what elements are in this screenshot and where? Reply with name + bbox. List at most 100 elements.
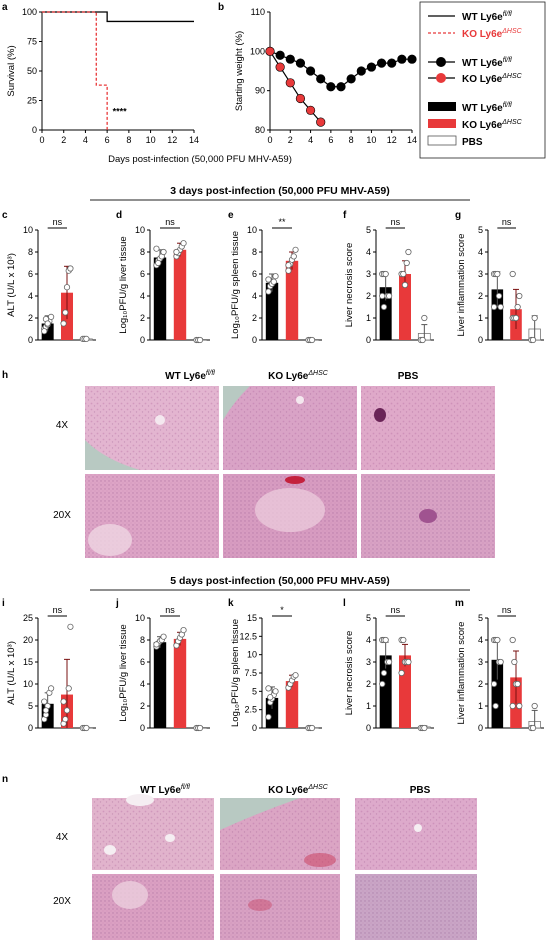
x-tick-label-b: 0	[267, 135, 272, 145]
significance-e: **	[278, 217, 286, 227]
y-tick-label-c: 8	[28, 247, 33, 257]
weight-point-wt	[285, 54, 295, 64]
data-point-wt	[379, 292, 386, 300]
data-point-ko	[180, 240, 187, 247]
weight-point-wt	[387, 58, 397, 68]
x-tick-label-b: 6	[328, 135, 333, 145]
chart-e: 0 2 4 6 8 10 Log₁₀PFU/g spleen tissue **	[230, 217, 322, 345]
data-point-wt	[42, 707, 50, 714]
y-axis-label-a: Survival (%)	[6, 45, 17, 96]
y-tick-label-e: 0	[252, 335, 257, 345]
data-point-wt	[265, 713, 272, 721]
y-axis-label-c: ALT (U/L x 10³)	[6, 253, 17, 317]
weight-point-wt	[275, 50, 285, 60]
significance-i: ns	[53, 605, 63, 615]
data-point-ko	[514, 303, 521, 311]
data-point-pbs	[421, 314, 428, 322]
weight-point-wt	[407, 54, 417, 64]
y-tick-label-d: 6	[140, 269, 145, 279]
y-tick-label-a: 50	[27, 66, 37, 76]
data-point-ko	[63, 284, 71, 291]
y-tick-label-e: 10	[247, 225, 257, 235]
x-tick-label-a: 2	[61, 135, 66, 145]
bar-wt	[379, 287, 392, 340]
data-point-wt	[494, 270, 501, 278]
data-point-pbs	[531, 314, 538, 322]
panel-letter-b: b	[218, 2, 224, 13]
data-point-ko	[405, 248, 412, 256]
panel-letter-d: d	[116, 210, 122, 221]
data-point-ko	[514, 680, 521, 688]
y-tick-label-j: 4	[140, 679, 145, 689]
y-tick-label-d: 10	[135, 225, 145, 235]
bar-ko	[399, 274, 411, 340]
y-tick-label-j: 6	[140, 657, 145, 667]
y-tick-label-d: 4	[140, 291, 145, 301]
weight-point-wt	[336, 82, 346, 92]
y-tick-label-m: 4	[478, 635, 483, 645]
y-tick-label-a: 100	[22, 7, 37, 17]
histology-h-col-wt: WT Ly6efl/fl	[165, 370, 215, 382]
histology-n-col-ko: KO Ly6eΔHSC	[268, 784, 329, 796]
bar-ko	[173, 249, 187, 340]
legend-bar-pbs: PBS	[462, 137, 483, 148]
y-tick-label-j: 10	[135, 613, 145, 623]
y-tick-label-m: 5	[478, 613, 483, 623]
y-tick-label-e: 8	[252, 247, 257, 257]
y-tick-label-e: 2	[252, 313, 257, 323]
panel-letter-e: e	[228, 210, 234, 221]
y-tick-label-d: 8	[140, 247, 145, 257]
survival-line-ko	[42, 11, 108, 130]
bar-wt	[265, 697, 279, 728]
bar-wt	[41, 323, 54, 340]
data-point-ko	[405, 658, 412, 666]
legend-line-ko: KO Ly6eΔHSC	[462, 28, 523, 40]
data-point-pbs	[308, 336, 316, 344]
y-tick-label-g: 2	[478, 291, 483, 301]
data-point-wt	[380, 669, 388, 677]
data-point-ko	[180, 626, 187, 634]
data-point-ko	[400, 636, 407, 644]
weight-point-wt	[295, 58, 306, 68]
bar-ko	[399, 655, 411, 728]
y-tick-label-c: 10	[23, 225, 33, 235]
y-tick-label-c: 2	[28, 313, 33, 323]
y-tick-label-k: 10	[247, 650, 257, 660]
data-point-wt	[272, 273, 279, 280]
weight-point-wt	[366, 62, 377, 72]
data-point-wt	[44, 320, 51, 327]
y-tick-label-m: 1	[478, 701, 483, 711]
y-tick-label-l: 3	[366, 657, 371, 667]
data-point-wt	[153, 245, 160, 252]
x-tick-label-a: 0	[39, 135, 44, 145]
y-tick-label-a: 25	[27, 96, 37, 106]
chart-f: 0 1 2 3 4 5 Liver necrosis score ns	[344, 217, 434, 345]
y-tick-label-k: 2.5	[244, 705, 257, 715]
significance-m: ns	[502, 605, 512, 615]
survival-line-wt	[42, 11, 194, 23]
panel-letter-h: h	[2, 370, 8, 381]
y-tick-label-l: 1	[366, 701, 371, 711]
histology-n-row-4x: 4X	[56, 832, 69, 843]
data-point-wt	[385, 292, 393, 300]
data-point-pbs	[196, 336, 204, 344]
y-tick-label-i: 0	[28, 723, 33, 733]
data-point-ko	[285, 262, 292, 269]
significance-f: ns	[391, 217, 401, 227]
data-point-ko	[509, 636, 516, 644]
chart-l: 0 1 2 3 4 5 Liver necrosis score ns	[344, 605, 434, 733]
y-tick-label-d: 0	[140, 335, 145, 345]
y-tick-label-j: 2	[140, 701, 145, 711]
y-tick-label-b: 100	[250, 46, 265, 56]
legend-bar-ko: KO Ly6eΔHSC	[462, 119, 523, 131]
weight-point-wt	[346, 74, 356, 84]
panel-letter-m: m	[455, 598, 464, 609]
y-tick-label-k: 15	[247, 613, 257, 623]
chart-k: 0 2.5 5 7.5 10 12.5 15 Log₁₀PFU/g spleen tissue…	[230, 605, 322, 733]
chart-j: 0 2 4 6 8 10 Log₁₀PFU/g liver tissue ns	[118, 605, 210, 733]
histology-panel-n: WT Ly6efl/fl KO Ly6eΔHSC PBS 4X 20X	[53, 784, 477, 940]
x-tick-label-a: 8	[126, 135, 131, 145]
bar-wt	[153, 257, 167, 340]
data-point-wt	[270, 278, 277, 285]
y-axis-label-j: Log₁₀PFU/g liver tissue	[118, 624, 129, 721]
